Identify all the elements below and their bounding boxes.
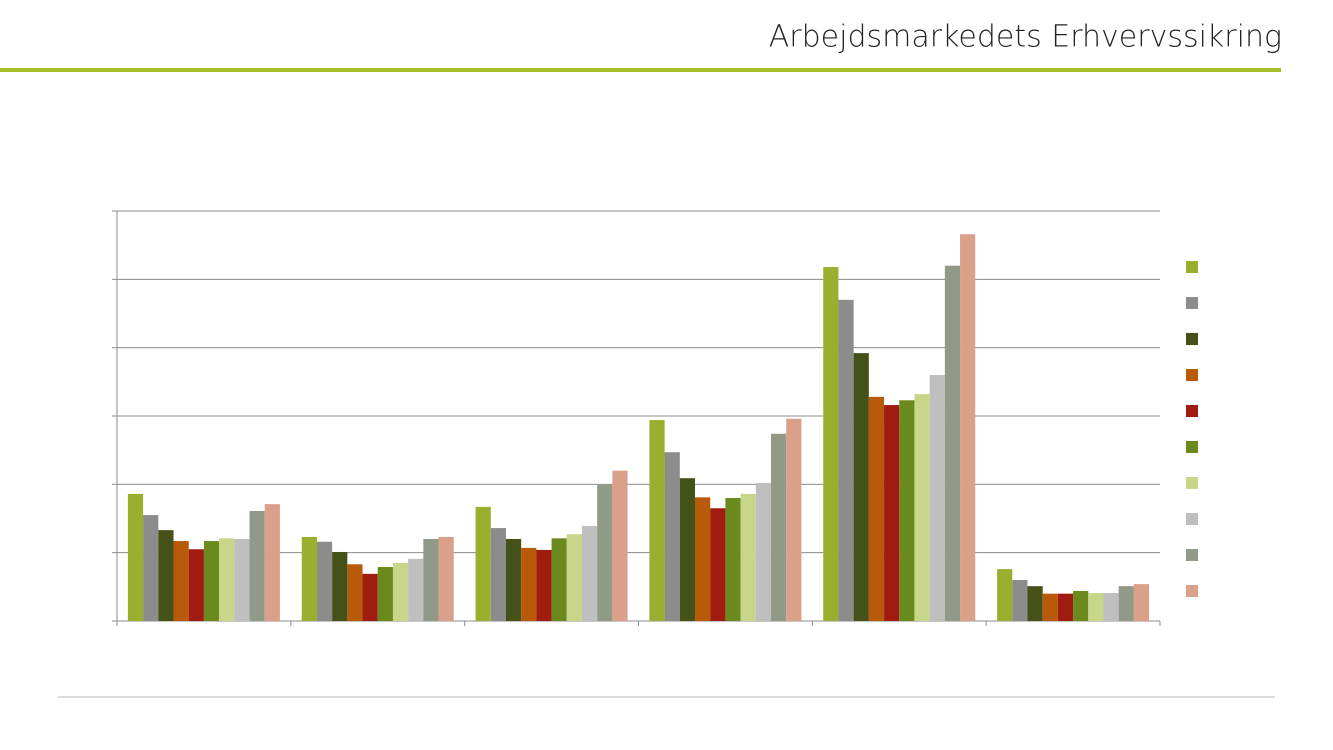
bar — [1012, 580, 1028, 621]
bar — [1027, 586, 1043, 621]
bar — [505, 539, 522, 621]
bar — [649, 420, 665, 621]
bar — [740, 493, 756, 621]
bar — [423, 539, 439, 621]
legend-swatch — [1186, 405, 1198, 417]
bar — [838, 299, 854, 621]
legend-swatch — [1186, 585, 1198, 597]
bar — [1088, 592, 1104, 621]
bar — [234, 539, 250, 621]
bar — [264, 504, 280, 621]
bar — [551, 538, 567, 621]
bar — [695, 497, 711, 621]
bar — [786, 418, 802, 621]
bar — [679, 478, 696, 621]
legend-swatch — [1186, 441, 1198, 453]
bar — [408, 558, 424, 621]
bar — [960, 234, 976, 621]
bar — [664, 452, 680, 621]
bar — [392, 562, 409, 621]
bar — [362, 573, 378, 621]
bar — [1042, 593, 1058, 621]
bar — [490, 528, 506, 621]
bar — [347, 564, 363, 621]
legend-swatch — [1186, 333, 1198, 345]
bar — [173, 541, 189, 621]
bar — [612, 470, 628, 621]
bar — [771, 433, 787, 621]
bar — [1057, 593, 1074, 621]
bar — [316, 541, 333, 621]
bar — [823, 267, 839, 621]
bar — [1103, 592, 1119, 621]
bar — [853, 353, 869, 621]
bar — [1073, 590, 1089, 621]
bar — [438, 536, 454, 621]
bar — [158, 530, 174, 621]
bar — [868, 396, 885, 621]
legend-swatch — [1186, 297, 1198, 309]
bar — [249, 510, 265, 621]
bar — [929, 375, 945, 621]
bar — [914, 394, 930, 621]
bar — [188, 549, 204, 621]
bar — [203, 541, 220, 621]
bar — [597, 485, 613, 621]
bar — [899, 400, 915, 621]
bar — [536, 549, 552, 621]
bar — [219, 538, 235, 621]
bar — [997, 569, 1013, 621]
bar — [127, 493, 144, 621]
bar — [377, 567, 393, 621]
bar — [332, 551, 348, 621]
legend-swatch — [1186, 549, 1198, 561]
bar — [1133, 584, 1150, 621]
bar — [566, 534, 582, 621]
legend-swatch — [1186, 477, 1198, 489]
slide-title: Arbejdsmarkedets Erhvervssikring — [769, 20, 1282, 55]
bar — [710, 508, 726, 621]
bar — [725, 498, 741, 621]
bar — [755, 482, 772, 621]
bar — [581, 526, 598, 621]
bar — [475, 506, 491, 621]
bar — [143, 515, 159, 621]
bar — [521, 547, 537, 621]
legend-swatch — [1186, 261, 1198, 273]
legend-swatch — [1186, 369, 1198, 381]
bar — [944, 265, 961, 621]
bar — [1118, 586, 1134, 621]
bar — [301, 536, 317, 621]
header-rule — [0, 68, 1281, 72]
bar — [884, 405, 900, 621]
legend-swatch — [1186, 513, 1198, 525]
